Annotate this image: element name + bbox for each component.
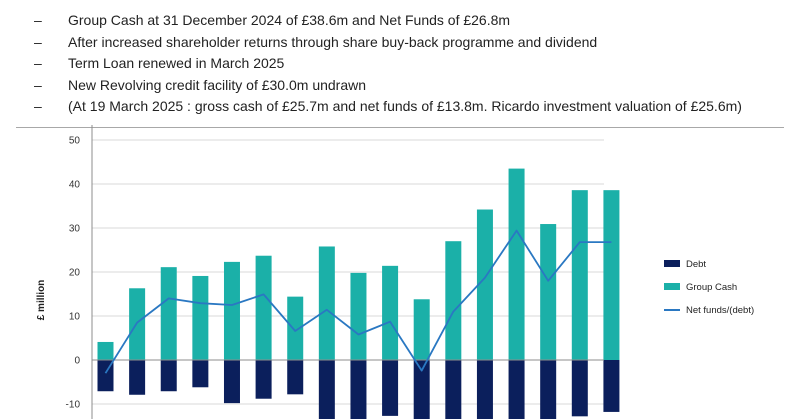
bullet-text: New Revolving credit facility of £30.0m … xyxy=(68,76,367,93)
debt-bar xyxy=(255,360,272,399)
group-cash-bar xyxy=(318,246,335,360)
section-divider xyxy=(16,127,784,128)
bullet-text: Term Loan renewed in March 2025 xyxy=(68,55,285,72)
y-tick-label: 30 xyxy=(69,224,81,235)
group-cash-bar xyxy=(255,255,272,360)
y-axis-title: £ million xyxy=(36,280,47,321)
y-tick-label: 20 xyxy=(69,268,81,279)
debt-bar xyxy=(508,360,525,419)
bullet-dash: – xyxy=(34,98,42,115)
debt-bar xyxy=(571,360,588,417)
debt-bar xyxy=(350,360,367,419)
group-cash-bar xyxy=(508,168,525,360)
bullet-item: – New Revolving credit facility of £30.0m… xyxy=(34,75,742,97)
bullet-dash: – xyxy=(34,55,42,72)
group-cash-bar xyxy=(413,299,430,360)
y-axis: 50 40 30 20 10 0 -10 xyxy=(66,125,93,419)
bullet-text: Group Cash at 31 December 2024 of £38.6m… xyxy=(68,12,511,28)
group-cash-bar xyxy=(160,267,177,360)
group-cash-bar xyxy=(476,209,493,360)
y-tick-label: 40 xyxy=(69,180,81,191)
debt-bar xyxy=(445,360,462,419)
debt-bar xyxy=(223,360,240,404)
net-funds-line-group xyxy=(104,229,612,374)
group-cash-bar xyxy=(287,296,304,360)
group-cash-bar xyxy=(540,224,557,360)
group-cash-bar xyxy=(445,241,462,360)
debt-bar xyxy=(413,360,430,419)
group-cash-bar xyxy=(350,272,367,360)
legend-swatch-debt xyxy=(664,260,680,267)
y-tick-label: 0 xyxy=(74,356,80,367)
debt-bar xyxy=(160,360,177,392)
group-cash-bar xyxy=(571,190,588,360)
bullet-text: After increased shareholder returns thro… xyxy=(68,33,598,50)
group-cash-bar xyxy=(603,190,620,360)
bars xyxy=(97,168,620,419)
debt-bar xyxy=(129,360,146,395)
y-tick-label: 50 xyxy=(69,136,81,147)
bullet-item: – After increased shareholder returns thr… xyxy=(34,32,742,54)
debt-bar xyxy=(287,360,304,395)
legend-swatch-group-cash xyxy=(664,283,680,290)
debt-bar xyxy=(540,360,557,419)
legend-label-debt: Debt xyxy=(686,259,706,270)
bullet-dash: – xyxy=(34,12,42,28)
debt-bar xyxy=(318,360,335,419)
debt-bar xyxy=(382,360,399,416)
bullet-item: – Term Loan renewed in March 2025 xyxy=(34,53,742,75)
legend-label-group-cash: Group Cash xyxy=(686,282,737,293)
debt-bar xyxy=(192,360,209,388)
legend-label-net-funds: Net funds/(debt) xyxy=(686,305,754,316)
bullet-dash: – xyxy=(34,76,42,93)
y-tick-label: -10 xyxy=(66,400,81,411)
net-funds-line xyxy=(104,229,612,374)
group-cash-bar xyxy=(223,261,240,360)
bullet-item: – (At 19 March 2025 : gross cash of £25.7… xyxy=(34,96,742,118)
bullet-item: – Group Cash at 31 December 2024 of £38.6… xyxy=(34,10,742,32)
bullet-list: – Group Cash at 31 December 2024 of £38.6… xyxy=(34,10,742,118)
bullet-text: (At 19 March 2025 : gross cash of £25.7m… xyxy=(68,98,742,115)
y-tick-label: 10 xyxy=(69,312,81,323)
debt-bar xyxy=(476,360,493,419)
group-cash-bar xyxy=(382,265,399,360)
bullet-dash: – xyxy=(34,33,42,50)
legend: Debt Group Cash Net funds/(debt) xyxy=(664,259,754,316)
debt-bar xyxy=(603,360,620,412)
group-cash-bar xyxy=(97,341,114,360)
group-cash-bar xyxy=(192,275,209,360)
